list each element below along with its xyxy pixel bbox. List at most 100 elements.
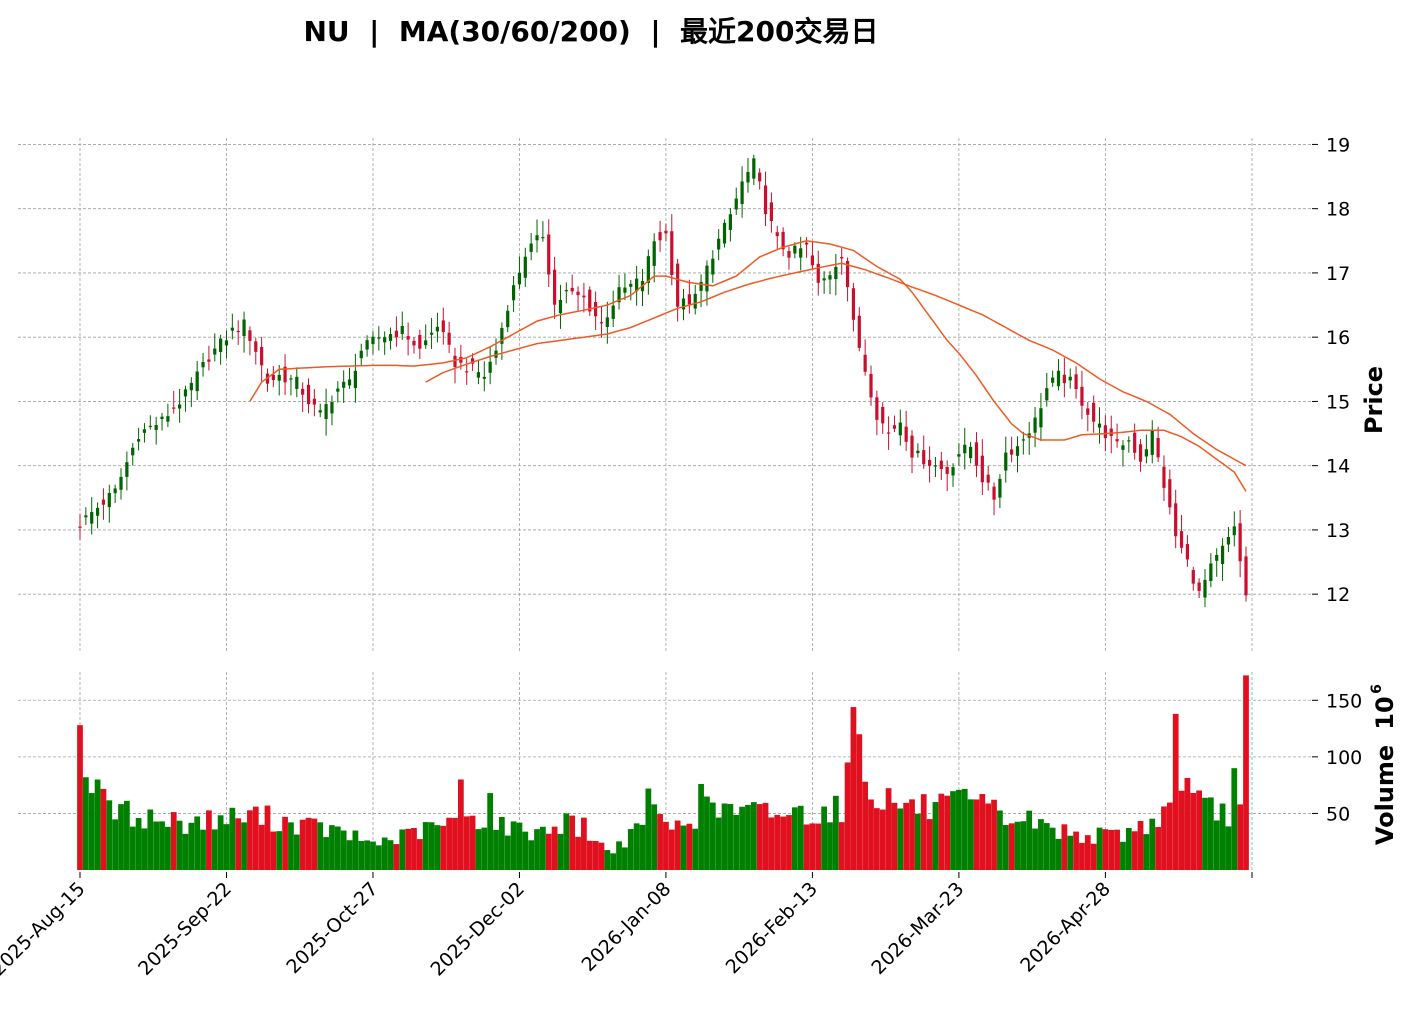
volume-bar xyxy=(247,810,253,870)
x-tick-label: 2025-Dec-02 xyxy=(426,878,529,981)
candle-body xyxy=(681,298,686,310)
volume-bar xyxy=(1184,777,1191,870)
candle-body xyxy=(963,444,967,454)
volume-bar xyxy=(651,804,658,870)
volume-bar xyxy=(1149,818,1156,870)
volume-bar xyxy=(897,808,904,870)
candle-body xyxy=(511,285,516,301)
volume-bar xyxy=(534,829,540,870)
volume-bar xyxy=(797,805,804,870)
volume-bar xyxy=(1137,820,1144,870)
candle-body xyxy=(658,232,662,241)
candle-body xyxy=(388,334,393,341)
volume-bar xyxy=(498,816,505,870)
candle-body xyxy=(95,507,100,516)
candle-body xyxy=(1045,388,1049,401)
candle-body xyxy=(599,322,604,324)
volume-bar xyxy=(780,816,786,870)
volume-bar xyxy=(311,818,318,870)
volume-bar xyxy=(1108,829,1115,870)
candle-body xyxy=(1226,536,1231,545)
volume-bar xyxy=(586,840,593,870)
volume-bar xyxy=(1166,802,1173,870)
volume-bar xyxy=(1143,834,1150,870)
volume-bar xyxy=(264,805,271,870)
candle-body xyxy=(1015,446,1020,456)
x-tick-label: 2026-Feb-13 xyxy=(722,878,822,978)
volume-bar xyxy=(645,788,652,870)
candle-body xyxy=(564,290,568,292)
candle-body xyxy=(857,315,861,348)
volume-bars xyxy=(77,675,1249,870)
candle-body xyxy=(488,361,492,373)
candle-body xyxy=(101,499,106,505)
candle-body xyxy=(517,272,522,285)
candle-body xyxy=(734,198,738,210)
candle-body xyxy=(447,332,451,345)
candle-body xyxy=(822,278,826,281)
candle-body xyxy=(312,398,316,405)
volume-bar xyxy=(329,825,335,870)
candle-body xyxy=(916,450,920,454)
candle-body xyxy=(1197,582,1201,591)
volume-bar xyxy=(850,707,857,870)
volume-bar xyxy=(1202,797,1208,870)
volume-bar xyxy=(165,826,171,870)
volume-bar xyxy=(434,825,441,870)
volume-bar xyxy=(346,840,353,870)
volume-bar xyxy=(1231,768,1238,870)
price-tick-label: 13 xyxy=(1326,520,1350,542)
volume-bar xyxy=(1096,827,1103,870)
candle-body xyxy=(1162,466,1166,488)
volume-bar xyxy=(493,829,499,870)
candle-body xyxy=(892,425,897,429)
volume-bar xyxy=(305,817,312,870)
volume-bar xyxy=(774,814,781,870)
volume-bar xyxy=(188,822,195,870)
volume-bar xyxy=(370,841,376,870)
x-tick-label: 2026-Jan-08 xyxy=(577,878,675,976)
volume-bar xyxy=(692,828,699,870)
volume-bar xyxy=(803,824,810,870)
candle-body xyxy=(922,450,926,465)
volume-axis-exponent: 6 xyxy=(1369,684,1385,694)
candle-body xyxy=(758,172,762,182)
candle-body xyxy=(793,245,797,254)
volume-bar xyxy=(1014,821,1021,870)
candle-body xyxy=(904,426,908,442)
volume-bar xyxy=(422,822,429,870)
candle-body xyxy=(254,341,258,352)
candle-body xyxy=(951,467,955,476)
volume-bar xyxy=(592,840,599,870)
volume-tick-label: 100 xyxy=(1326,747,1362,769)
candles xyxy=(78,154,1248,608)
volume-bar xyxy=(124,800,130,870)
candle-body xyxy=(424,340,428,346)
volume-bar xyxy=(844,762,851,870)
candle-body xyxy=(828,275,832,280)
candle-body xyxy=(746,171,750,183)
candle-body xyxy=(939,460,943,470)
candle-body xyxy=(1103,425,1107,439)
candle-body xyxy=(799,248,803,258)
volume-bar xyxy=(950,791,956,870)
volume-bar xyxy=(317,822,324,870)
volume-bar xyxy=(979,794,986,870)
candle-body xyxy=(113,488,117,494)
volume-bar xyxy=(1207,797,1214,870)
candle-body xyxy=(728,214,732,230)
candle-body xyxy=(500,327,504,344)
volume-bar xyxy=(791,807,798,870)
candle-body xyxy=(1109,428,1113,437)
volume-bar xyxy=(815,823,822,870)
candle-body xyxy=(635,278,639,292)
volume-bar xyxy=(1067,835,1074,870)
candle-body xyxy=(365,340,369,350)
x-tick-label: 2025-Sep-22 xyxy=(134,878,236,980)
candle-body xyxy=(1144,449,1149,457)
price-tick-label: 17 xyxy=(1326,263,1350,285)
candle-body xyxy=(594,302,598,317)
volume-bar xyxy=(452,817,458,870)
candle-body xyxy=(582,295,586,298)
volume-bar xyxy=(88,793,95,870)
